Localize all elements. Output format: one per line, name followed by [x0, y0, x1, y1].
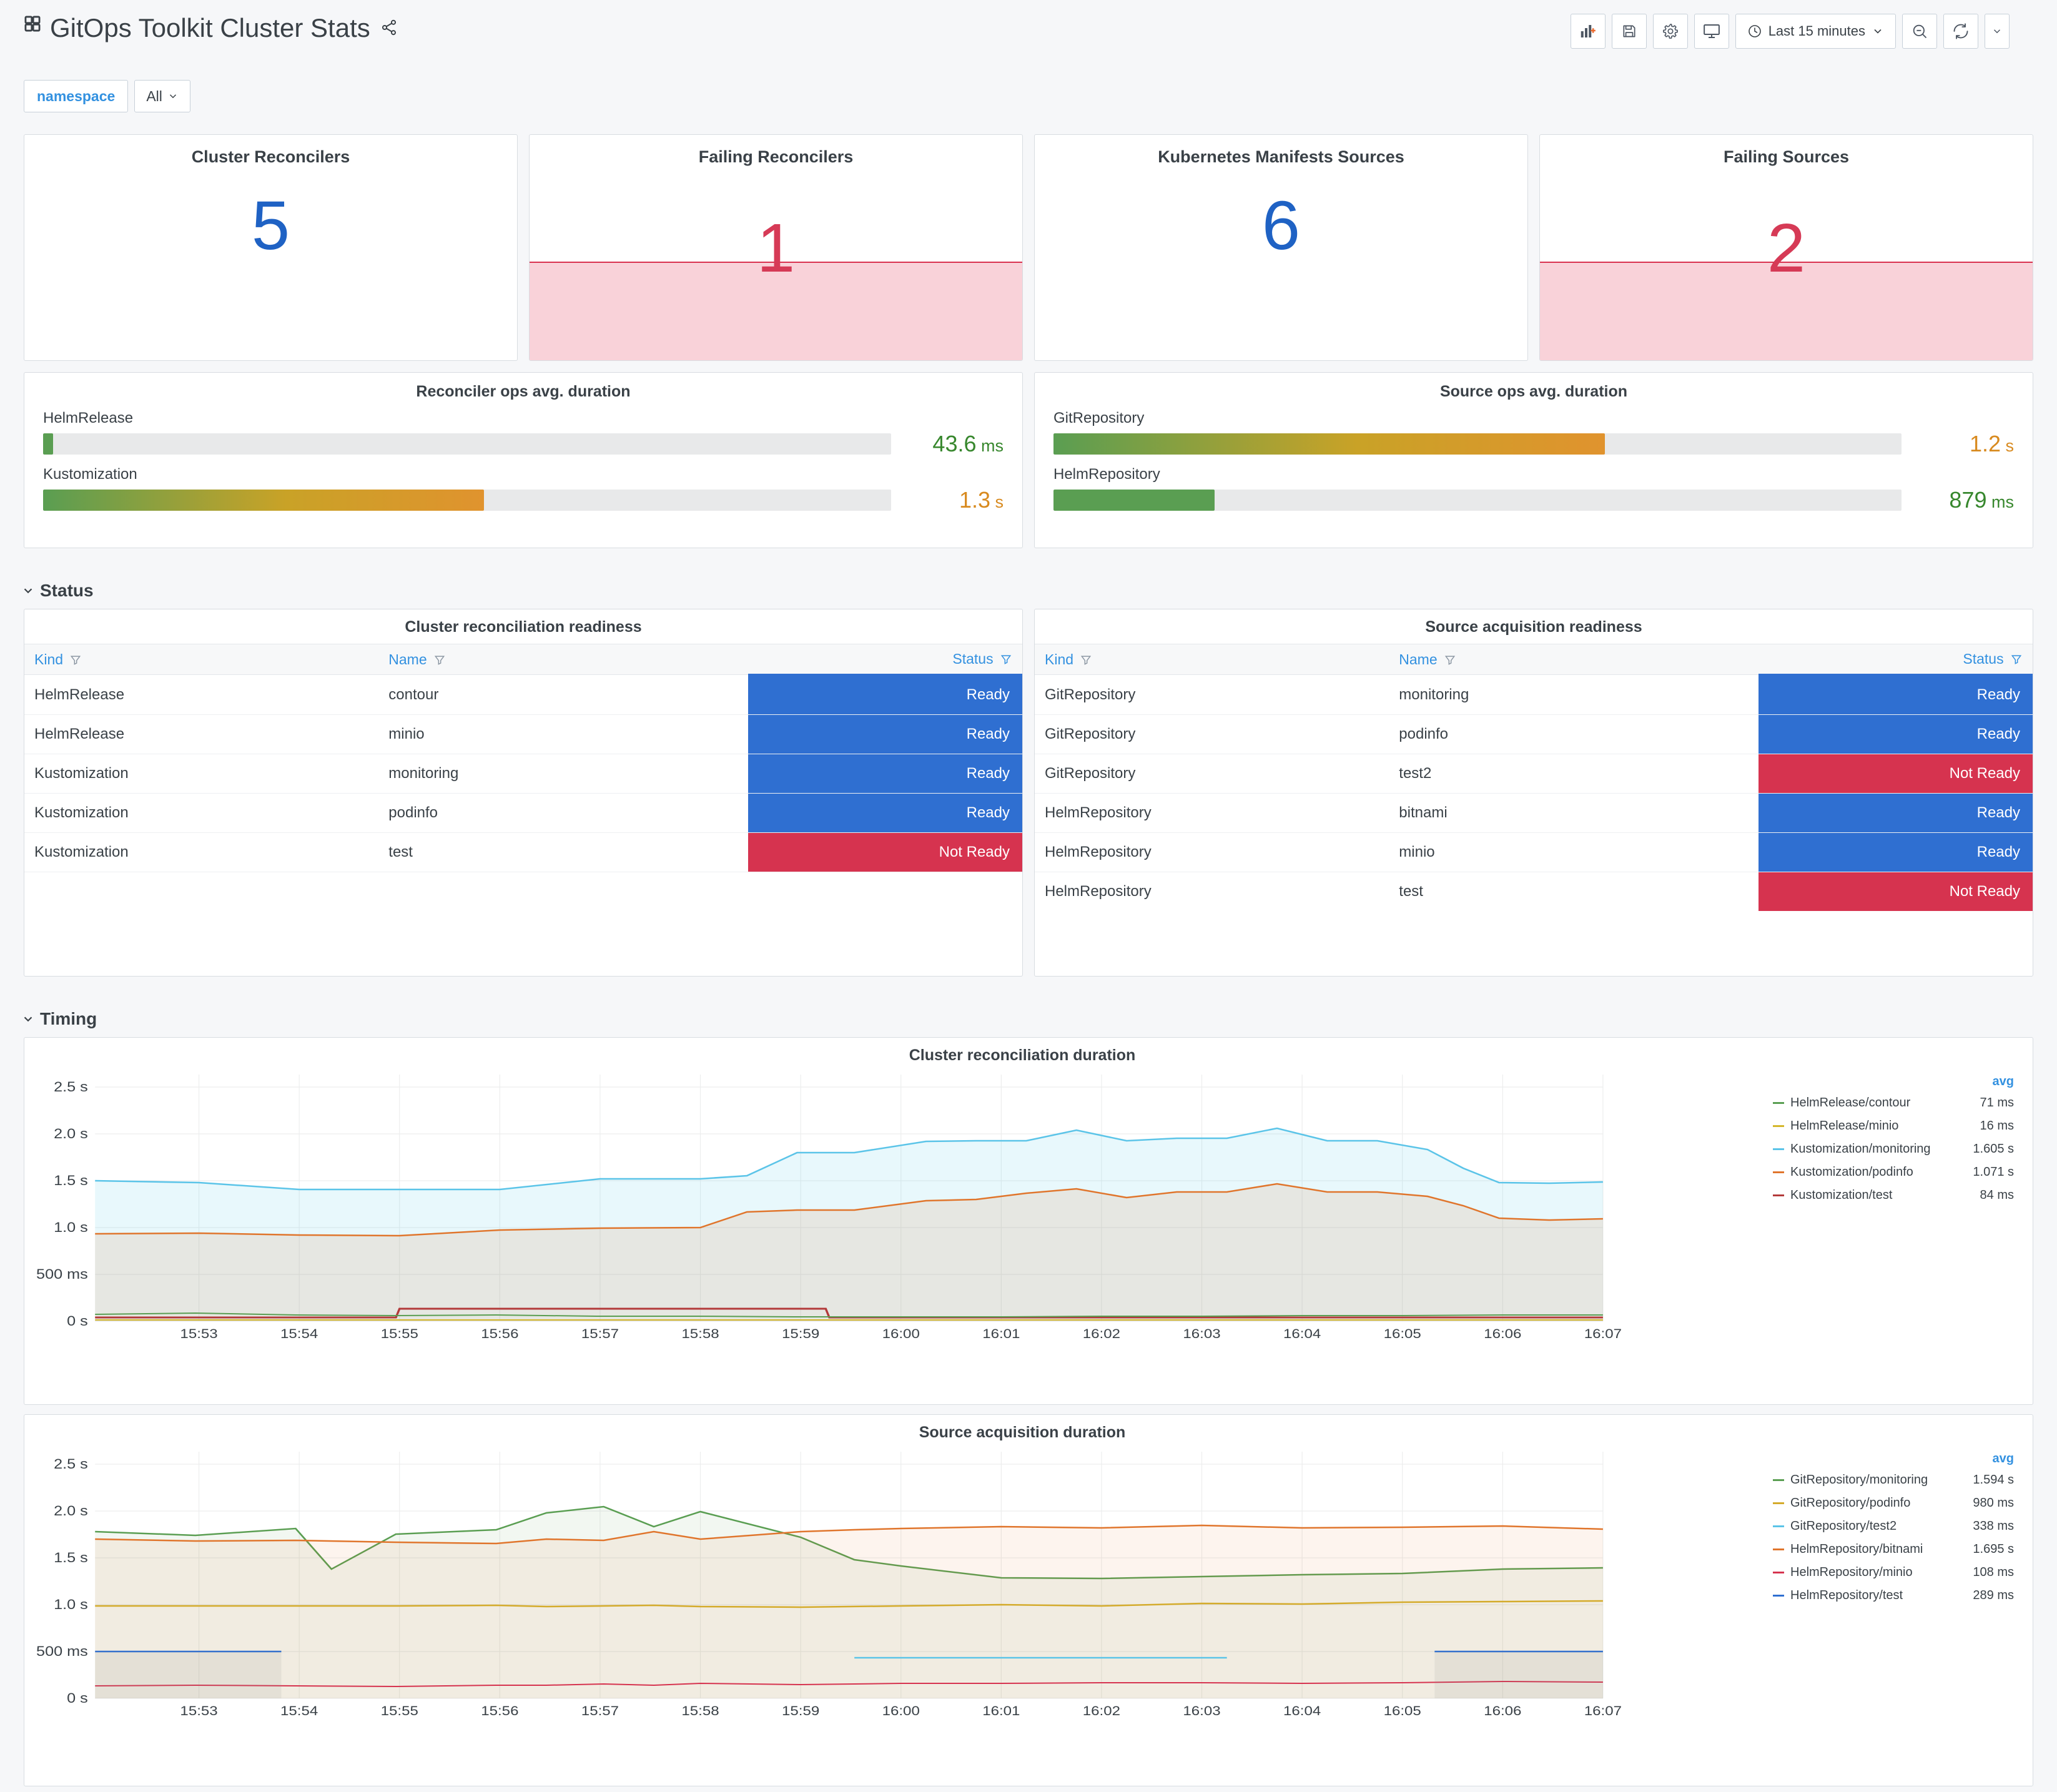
svg-text:15:56: 15:56	[481, 1326, 518, 1341]
svg-text:1.5 s: 1.5 s	[54, 1173, 88, 1188]
svg-text:0 s: 0 s	[67, 1691, 88, 1706]
svg-text:16:01: 16:01	[982, 1703, 1020, 1718]
svg-text:16:07: 16:07	[1584, 1326, 1622, 1341]
svg-text:2.0 s: 2.0 s	[54, 1504, 88, 1519]
svg-text:15:56: 15:56	[481, 1703, 518, 1718]
svg-text:0 s: 0 s	[67, 1314, 88, 1329]
svg-text:16:02: 16:02	[1083, 1703, 1120, 1718]
svg-text:2.5 s: 2.5 s	[54, 1457, 88, 1472]
svg-text:16:05: 16:05	[1384, 1326, 1421, 1341]
svg-text:1.0 s: 1.0 s	[54, 1597, 88, 1612]
svg-text:1.0 s: 1.0 s	[54, 1220, 88, 1235]
svg-text:15:59: 15:59	[782, 1326, 819, 1341]
svg-text:16:05: 16:05	[1384, 1703, 1421, 1718]
svg-text:16:06: 16:06	[1484, 1326, 1521, 1341]
svg-text:2.5 s: 2.5 s	[54, 1080, 88, 1095]
svg-text:15:53: 15:53	[180, 1326, 217, 1341]
svg-text:15:58: 15:58	[681, 1703, 719, 1718]
svg-text:16:06: 16:06	[1484, 1703, 1521, 1718]
svg-text:16:01: 16:01	[982, 1326, 1020, 1341]
svg-text:15:53: 15:53	[180, 1703, 217, 1718]
svg-text:15:54: 15:54	[280, 1703, 318, 1718]
svg-text:15:58: 15:58	[681, 1326, 719, 1341]
svg-text:16:07: 16:07	[1584, 1703, 1622, 1718]
svg-text:1.5 s: 1.5 s	[54, 1550, 88, 1565]
svg-text:15:57: 15:57	[581, 1703, 619, 1718]
svg-text:16:04: 16:04	[1283, 1326, 1321, 1341]
svg-text:16:00: 16:00	[882, 1703, 920, 1718]
svg-text:15:55: 15:55	[381, 1703, 418, 1718]
svg-text:16:04: 16:04	[1283, 1703, 1321, 1718]
svg-text:16:03: 16:03	[1183, 1703, 1220, 1718]
svg-text:15:54: 15:54	[280, 1326, 318, 1341]
svg-text:15:57: 15:57	[581, 1326, 619, 1341]
svg-text:16:00: 16:00	[882, 1326, 920, 1341]
svg-text:500 ms: 500 ms	[36, 1644, 88, 1659]
svg-text:15:59: 15:59	[782, 1703, 819, 1718]
svg-text:15:55: 15:55	[381, 1326, 418, 1341]
svg-text:16:02: 16:02	[1083, 1326, 1120, 1341]
svg-text:16:03: 16:03	[1183, 1326, 1220, 1341]
svg-text:500 ms: 500 ms	[36, 1267, 88, 1282]
svg-text:2.0 s: 2.0 s	[54, 1126, 88, 1141]
